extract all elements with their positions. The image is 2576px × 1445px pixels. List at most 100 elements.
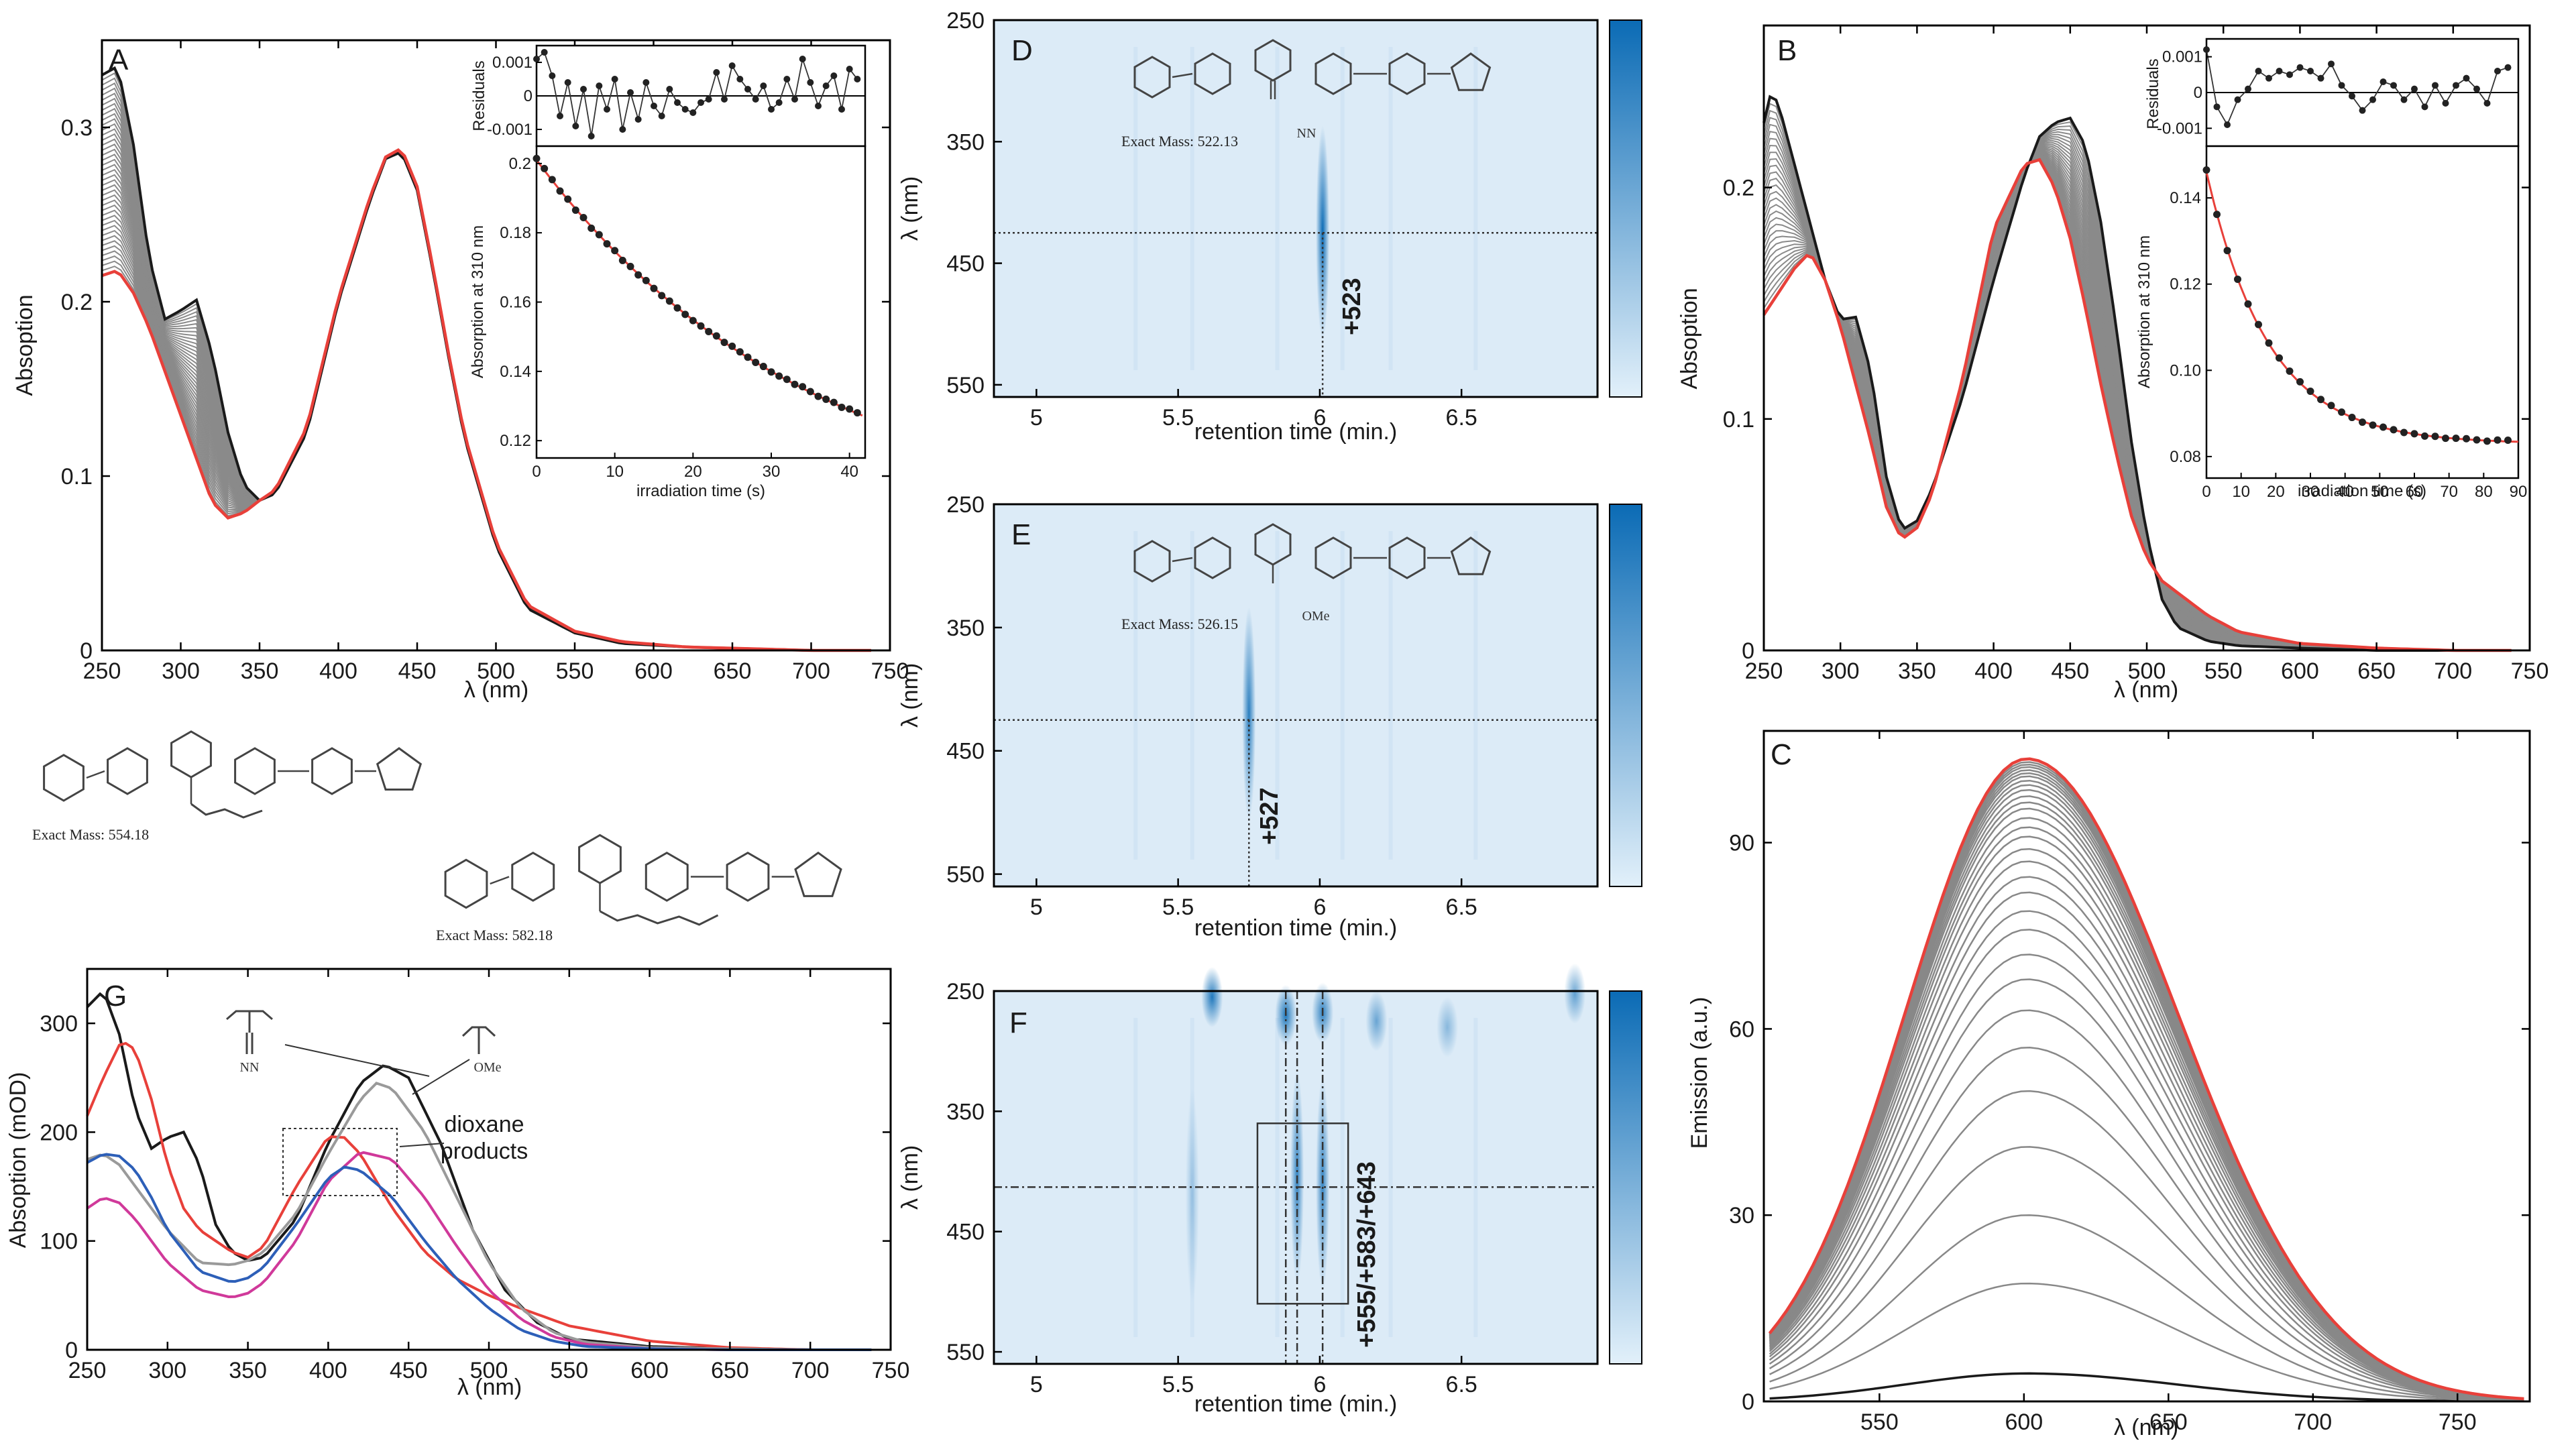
residual-point — [533, 56, 540, 62]
x-tick-label: 450 — [2051, 658, 2089, 684]
residual-point — [2359, 107, 2366, 114]
residual-tick-label: -0.001 — [487, 121, 533, 139]
panel-d-y-axis-label: λ (nm) — [897, 176, 923, 241]
emission-curve — [1769, 1282, 2524, 1402]
final-emission — [1768, 757, 2524, 1401]
x-tick-label: 5 — [1030, 405, 1043, 430]
kinetic-point — [665, 297, 673, 305]
heat-peak — [1201, 966, 1223, 1027]
kinetic-point — [2306, 388, 2314, 396]
molecule-structures: Exact Mass: 554.18 Exact Mass: 582.18 — [32, 730, 842, 943]
inset-y-tick-label: 0.12 — [500, 432, 531, 450]
residual-point — [564, 79, 571, 86]
panel-e-mass-label: Exact Mass: 526.15 — [1121, 616, 1238, 632]
panel-e-y-axis-label: λ (nm) — [897, 663, 923, 728]
residual-point — [721, 96, 728, 103]
kinetic-point — [618, 256, 626, 264]
heat-streak — [1340, 47, 1345, 370]
emission-curve — [1769, 910, 2524, 1401]
highlight-box — [1256, 1122, 1349, 1305]
x-tick-label: 350 — [229, 1358, 267, 1383]
panel-b-inset: 0.001 0 -0.001 0 10 20 30 40 50 60 70 80 90 0.14 0.12 0… — [2135, 38, 2527, 501]
panel-d-letter: D — [1011, 34, 1033, 67]
inset-x-tick-label: 60 — [2406, 483, 2424, 501]
x-tick-label: 750 — [2439, 1409, 2477, 1435]
heat-peak — [1365, 990, 1388, 1051]
kinetic-point — [2276, 354, 2283, 362]
y-tick-label: 200 — [40, 1120, 78, 1145]
panel-f-letter: F — [1009, 1006, 1027, 1039]
residual-point — [572, 123, 579, 129]
connecting-bond — [1172, 72, 1193, 78]
x-tick-label: 250 — [68, 1358, 107, 1383]
residual-point — [2453, 82, 2459, 89]
y-tick-label: 0.1 — [1723, 407, 1754, 432]
heat-streak — [1133, 531, 1138, 860]
residual-point — [846, 66, 853, 72]
kinetic-point — [2431, 432, 2439, 441]
kinetic-point — [767, 368, 775, 376]
kinetic-point — [2410, 430, 2418, 438]
x-tick-label: 550 — [2204, 658, 2243, 684]
emission-curve — [1769, 978, 2524, 1401]
panel-d-structure — [1133, 39, 1492, 99]
panel-b-letter: B — [1777, 34, 1797, 67]
x-tick-label: 600 — [634, 658, 673, 684]
kinetic-point — [2327, 402, 2335, 410]
kinetic-point — [838, 403, 846, 411]
residual-point — [2463, 74, 2470, 82]
residual-line — [536, 51, 858, 137]
y-tick-label: 300 — [40, 1011, 78, 1037]
kinetic-point — [2255, 321, 2262, 329]
residual-point — [541, 49, 548, 56]
aromatic-ring — [107, 747, 148, 795]
panel-g-y-axis-label: Absoption (mOD) — [5, 1072, 31, 1249]
panel-g-x-axis-label: λ (nm) — [457, 1375, 522, 1400]
kinetic-point — [2473, 436, 2481, 444]
x-tick-label: 300 — [162, 658, 200, 684]
connecting-bond — [490, 876, 510, 885]
panel-e-substituent-label: OMe — [1302, 609, 1329, 624]
residual-point — [2483, 100, 2491, 107]
panel-d-colorbar — [1609, 19, 1642, 398]
residual-point — [2245, 85, 2251, 93]
residual-point — [634, 116, 642, 123]
x-tick-label: 650 — [714, 658, 752, 684]
kinetic-point — [736, 348, 744, 356]
x-tick-label: 550 — [1860, 1409, 1899, 1435]
panel-d-heatmap: D 5 5.5 6 6.5 250 350 450 550 Exact Mass: 522.1… — [897, 8, 1642, 445]
residual-point — [587, 133, 595, 139]
residual-point — [2255, 68, 2262, 74]
x-tick-label: 6.5 — [1446, 894, 1477, 920]
heat-background — [994, 20, 1598, 397]
heat-streak — [1473, 531, 1478, 860]
pentenone-ring — [376, 747, 423, 791]
y-tick-label: 0.2 — [61, 290, 93, 315]
inset-y-tick-label: 0.10 — [2170, 361, 2201, 380]
panel-a-inset: 0.001 0 -0.001 0 10 20 30 40 0.2 0.18 0.16 0.14 0.12… — [469, 44, 866, 500]
emission-curve — [1769, 1009, 2524, 1401]
kinetic-point — [2213, 211, 2221, 219]
inset-y-tick-label: 0.12 — [2170, 276, 2201, 294]
inset-x-tick-label: 10 — [606, 463, 624, 481]
panel-d-frame — [993, 19, 1599, 398]
x-tick-label: 400 — [1974, 658, 2013, 684]
kinetic-point — [712, 332, 720, 340]
pentenone-ring — [1450, 52, 1492, 91]
inset-y-tick-label: 0.16 — [500, 294, 531, 312]
panel-a-kinetics-frame — [535, 145, 866, 459]
residual-point — [2224, 121, 2231, 128]
panel-a-absorption-chart: A 250 300 350 400 450 500 550 600 650 700 75000.10… — [12, 39, 909, 703]
residual-point — [2421, 103, 2428, 111]
y-tick-label: 550 — [946, 1340, 985, 1365]
y-tick-label: 0 — [1742, 1389, 1754, 1415]
emission-curve — [1769, 953, 2524, 1401]
x-tick-label: 400 — [309, 1358, 347, 1383]
morpholine-ring — [444, 858, 488, 909]
panel-c-emission-chart: C 550 600 650 700 750 0 30 60 90 λ (nm) Emission… — [1687, 730, 2531, 1440]
y-tick-label: 450 — [946, 1220, 985, 1245]
heat-streak — [1388, 1018, 1393, 1337]
inset-y-tick-label: 0.08 — [2170, 448, 2201, 466]
x-tick-label: 750 — [871, 658, 909, 684]
x-tick-label: 250 — [83, 658, 121, 684]
